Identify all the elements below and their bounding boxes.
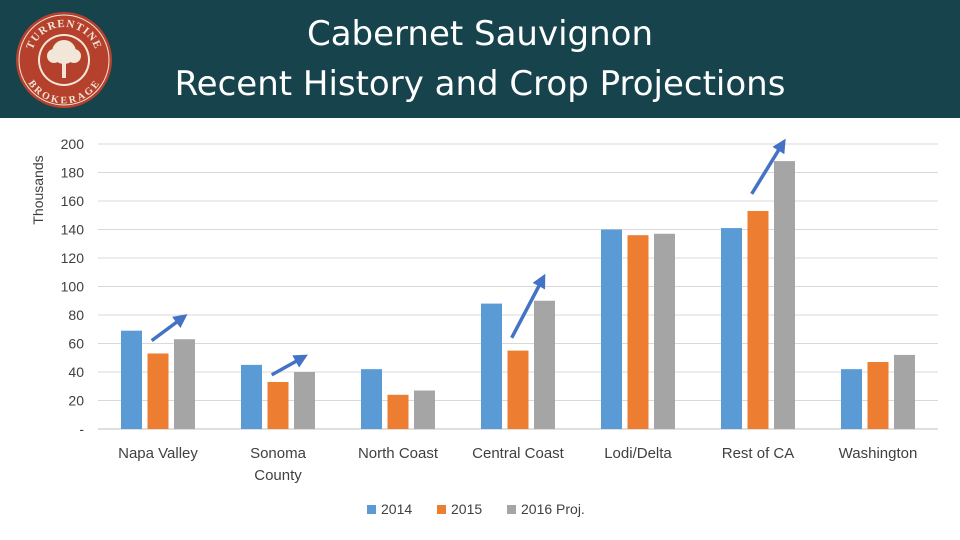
legend-label: 2016 Proj.: [521, 501, 585, 517]
trend-arrow-icon: [510, 273, 546, 339]
bar: [894, 354, 915, 429]
y-tick-label: 180: [61, 165, 85, 181]
y-tick-label: 160: [61, 193, 85, 209]
y-tick-label: -: [79, 421, 84, 437]
trend-arrow-icon: [270, 354, 308, 377]
legend-label: 2014: [381, 501, 412, 517]
bar: [721, 228, 742, 429]
bar: [774, 161, 795, 429]
turrentine-brokerage-logo: TURRENTINE BROKERAGE: [16, 12, 112, 108]
bar: [747, 210, 769, 429]
x-category-label: County: [254, 467, 302, 484]
trend-arrow-icon: [750, 138, 786, 195]
x-category-label: Washington: [839, 445, 918, 462]
y-tick-label: 100: [61, 279, 85, 295]
x-category-label: Napa Valley: [118, 445, 198, 462]
y-tick-label: 40: [68, 364, 84, 380]
x-category-label: Sonoma: [250, 445, 307, 462]
legend-swatch: [507, 505, 516, 514]
bar: [294, 372, 315, 429]
legend-swatch: [437, 505, 446, 514]
x-category-label: Lodi/Delta: [604, 445, 672, 462]
bar: [174, 339, 195, 429]
x-category-label: Central Coast: [472, 445, 565, 462]
y-tick-label: 200: [61, 136, 85, 152]
bar: [361, 369, 382, 429]
x-category-label: Rest of CA: [722, 445, 795, 462]
slide-title-line-1: Cabernet Sauvignon: [306, 14, 654, 54]
y-tick-label: 140: [61, 222, 85, 238]
bar: [654, 233, 675, 429]
bar: [387, 394, 409, 429]
bar: [507, 350, 529, 429]
bar: [601, 229, 622, 429]
header-banner: TURRENTINE BROKERAGE Cabernet Sauvignon …: [0, 0, 960, 118]
y-axis-label: Thousands: [30, 155, 46, 224]
bar: [534, 300, 555, 429]
y-tick-label: 60: [68, 336, 84, 352]
tree-icon: [47, 40, 81, 78]
bar: [414, 390, 435, 429]
y-tick-label: 20: [68, 393, 84, 409]
bar: [627, 235, 649, 429]
y-tick-label: 80: [68, 307, 84, 323]
bar: [267, 381, 289, 429]
bar: [867, 362, 889, 429]
bar: [841, 369, 862, 429]
legend-swatch: [367, 505, 376, 514]
x-category-label: North Coast: [358, 445, 439, 462]
bar: [481, 303, 502, 429]
bar: [147, 353, 169, 429]
slide-title-line-2: Recent History and Crop Projections: [174, 64, 786, 104]
bar: [241, 364, 262, 429]
bar: [121, 330, 142, 429]
y-tick-label: 120: [61, 250, 85, 266]
legend-label: 2015: [451, 501, 482, 517]
trend-arrow-icon: [150, 314, 188, 343]
